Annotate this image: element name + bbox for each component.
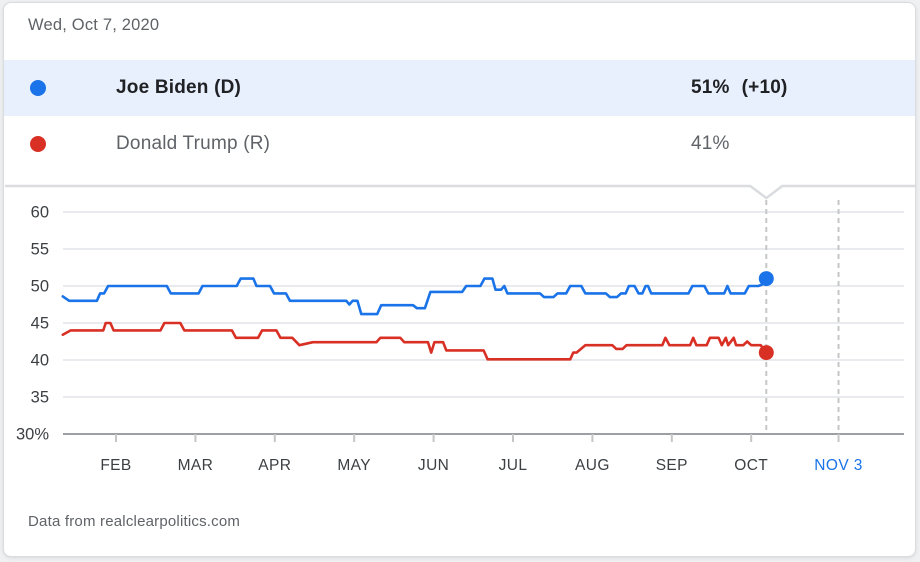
biden-trend-line	[61, 277, 768, 316]
biden-current-point	[758, 271, 774, 287]
candidate-name-trump: Donald Trump (R)	[116, 133, 271, 154]
data-source-note: Data from realclearpolitics.com	[28, 513, 241, 530]
biden-lead-badge: (+10)	[741, 77, 788, 98]
month-label: JUN	[418, 457, 449, 474]
month-label: MAR	[178, 457, 214, 474]
trump-percent: 41%	[691, 133, 730, 154]
y-axis-label: 30%	[16, 426, 49, 444]
month-label: SEP	[656, 457, 688, 474]
biden-series-dot-icon	[30, 80, 46, 96]
month-label: FEB	[100, 457, 131, 474]
legend-row-biden[interactable]: Joe Biden (D) 51% (+10)	[4, 60, 915, 116]
trump-series-dot-icon	[30, 136, 46, 152]
y-axis-label: 50	[31, 278, 49, 296]
y-axis-label: 40	[31, 352, 49, 370]
selected-date: Wed, Oct 7, 2020	[28, 16, 160, 34]
y-axis-label: 55	[31, 241, 49, 259]
candidate-value-trump: 41%	[691, 133, 730, 155]
y-axis-label: 45	[31, 315, 49, 333]
month-label: JUL	[499, 457, 528, 474]
month-label: OCT	[734, 457, 768, 474]
trump-current-point	[758, 345, 774, 361]
tooltip-caret-divider	[5, 184, 915, 200]
y-axis-label: 60	[31, 204, 49, 222]
candidate-value-biden: 51% (+10)	[691, 77, 788, 99]
biden-percent: 51%	[691, 77, 730, 98]
month-label: AUG	[575, 457, 610, 474]
candidate-name-biden: Joe Biden (D)	[116, 77, 242, 98]
legend-row-trump[interactable]: Donald Trump (R) 41%	[4, 116, 915, 172]
election-day-label: NOV 3	[814, 457, 863, 474]
month-label: APR	[258, 457, 291, 474]
month-label: MAY	[337, 457, 371, 474]
trump-trend-line	[61, 321, 768, 361]
y-axis-label: 35	[31, 389, 49, 407]
poll-tracker-card: Wed, Oct 7, 2020 Joe Biden (D) 51% (+10) …	[3, 2, 916, 557]
